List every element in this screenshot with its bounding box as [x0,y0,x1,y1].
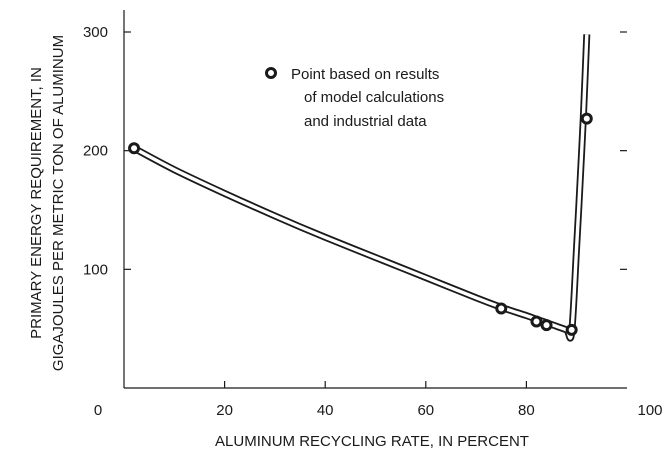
legend-line-1: Point based on results [291,66,439,83]
y-tick-label-300: 300 [83,24,108,41]
data-point-4 [540,319,553,332]
y-axis-title-line-2: GIGAJOULES PER METRIC TON OF ALUMINUM [50,35,67,371]
x-tick-label-60: 60 [417,402,434,419]
x-tick-label-80: 80 [518,402,535,419]
legend-line-3: and industrial data [304,113,427,130]
data-point-6 [580,112,593,125]
data-point-1 [128,142,141,155]
legend-marker [265,67,277,79]
x-axis-title: ALUMINUM RECYCLING RATE, IN PERCENT [215,433,529,450]
axes [123,10,627,389]
x-tick-label-100: 100 [637,402,662,419]
y-tick-label-100: 100 [83,261,108,278]
x-tick-label-0: 0 [94,402,102,419]
points-layer [128,112,593,336]
data-point-3 [530,315,543,328]
x-tick-label-40: 40 [317,402,334,419]
legend-line-2: of model calculations [304,89,444,106]
x-tick-label-20: 20 [216,402,233,419]
ticks: 0 20 40 60 80 100 100 200 300 [83,24,663,419]
data-point-5 [565,323,578,336]
data-point-2 [495,302,508,315]
y-axis-title-line-1: PRIMARY ENERGY REQUIREMENT, IN [28,67,45,339]
y-tick-label-200: 200 [83,143,108,160]
series-curve-fill [133,34,589,340]
curve-layer [132,34,591,342]
legend: Point based on results of model calculat… [265,66,444,130]
